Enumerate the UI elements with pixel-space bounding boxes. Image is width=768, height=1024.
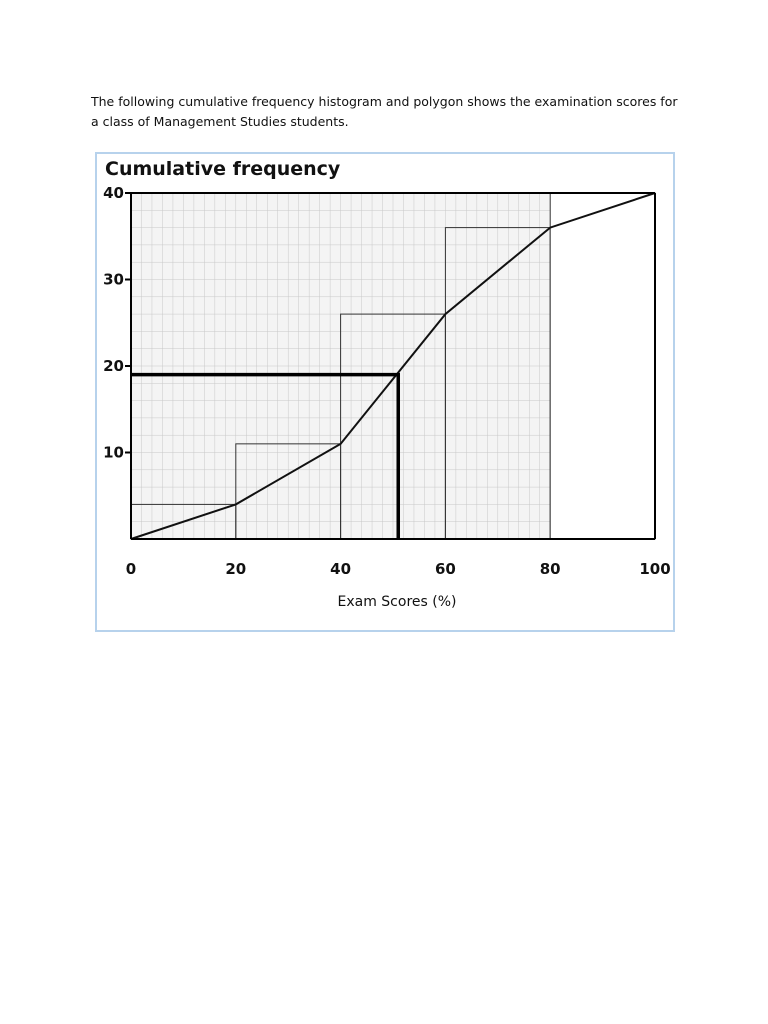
y-axis-ticks: 10 20 30 40 xyxy=(103,184,131,462)
y-tick-label: 40 xyxy=(103,184,124,202)
polygon-line xyxy=(130,192,656,540)
cumulative-frequency-chart: Cumulative frequency 0 20 40 60 80 100 10 20 30… xyxy=(103,158,671,610)
chart-title: Cumulative frequency xyxy=(105,158,341,180)
frequency-polygon xyxy=(130,192,656,540)
x-tick-label: 80 xyxy=(540,560,561,578)
chart-frame: Cumulative frequency 0 20 40 60 80 100 10 20 30… xyxy=(95,152,675,632)
x-tick-label: 40 xyxy=(330,560,351,578)
intro-text: The following cumulative frequency histo… xyxy=(91,94,678,129)
reading-line-path xyxy=(131,372,400,539)
reading-line xyxy=(131,372,400,539)
y-tick-label: 10 xyxy=(103,444,124,462)
x-axis-ticks: 0 20 40 60 80 100 xyxy=(126,560,671,578)
x-tick-label: 100 xyxy=(639,560,670,578)
y-tick-label: 30 xyxy=(103,271,124,289)
x-tick-label: 20 xyxy=(225,560,246,578)
x-tick-label: 0 xyxy=(126,560,136,578)
histogram-bar xyxy=(549,192,656,540)
x-axis-label: Exam Scores (%) xyxy=(338,594,457,610)
y-tick-label: 20 xyxy=(103,357,124,375)
x-tick-label: 60 xyxy=(435,560,456,578)
